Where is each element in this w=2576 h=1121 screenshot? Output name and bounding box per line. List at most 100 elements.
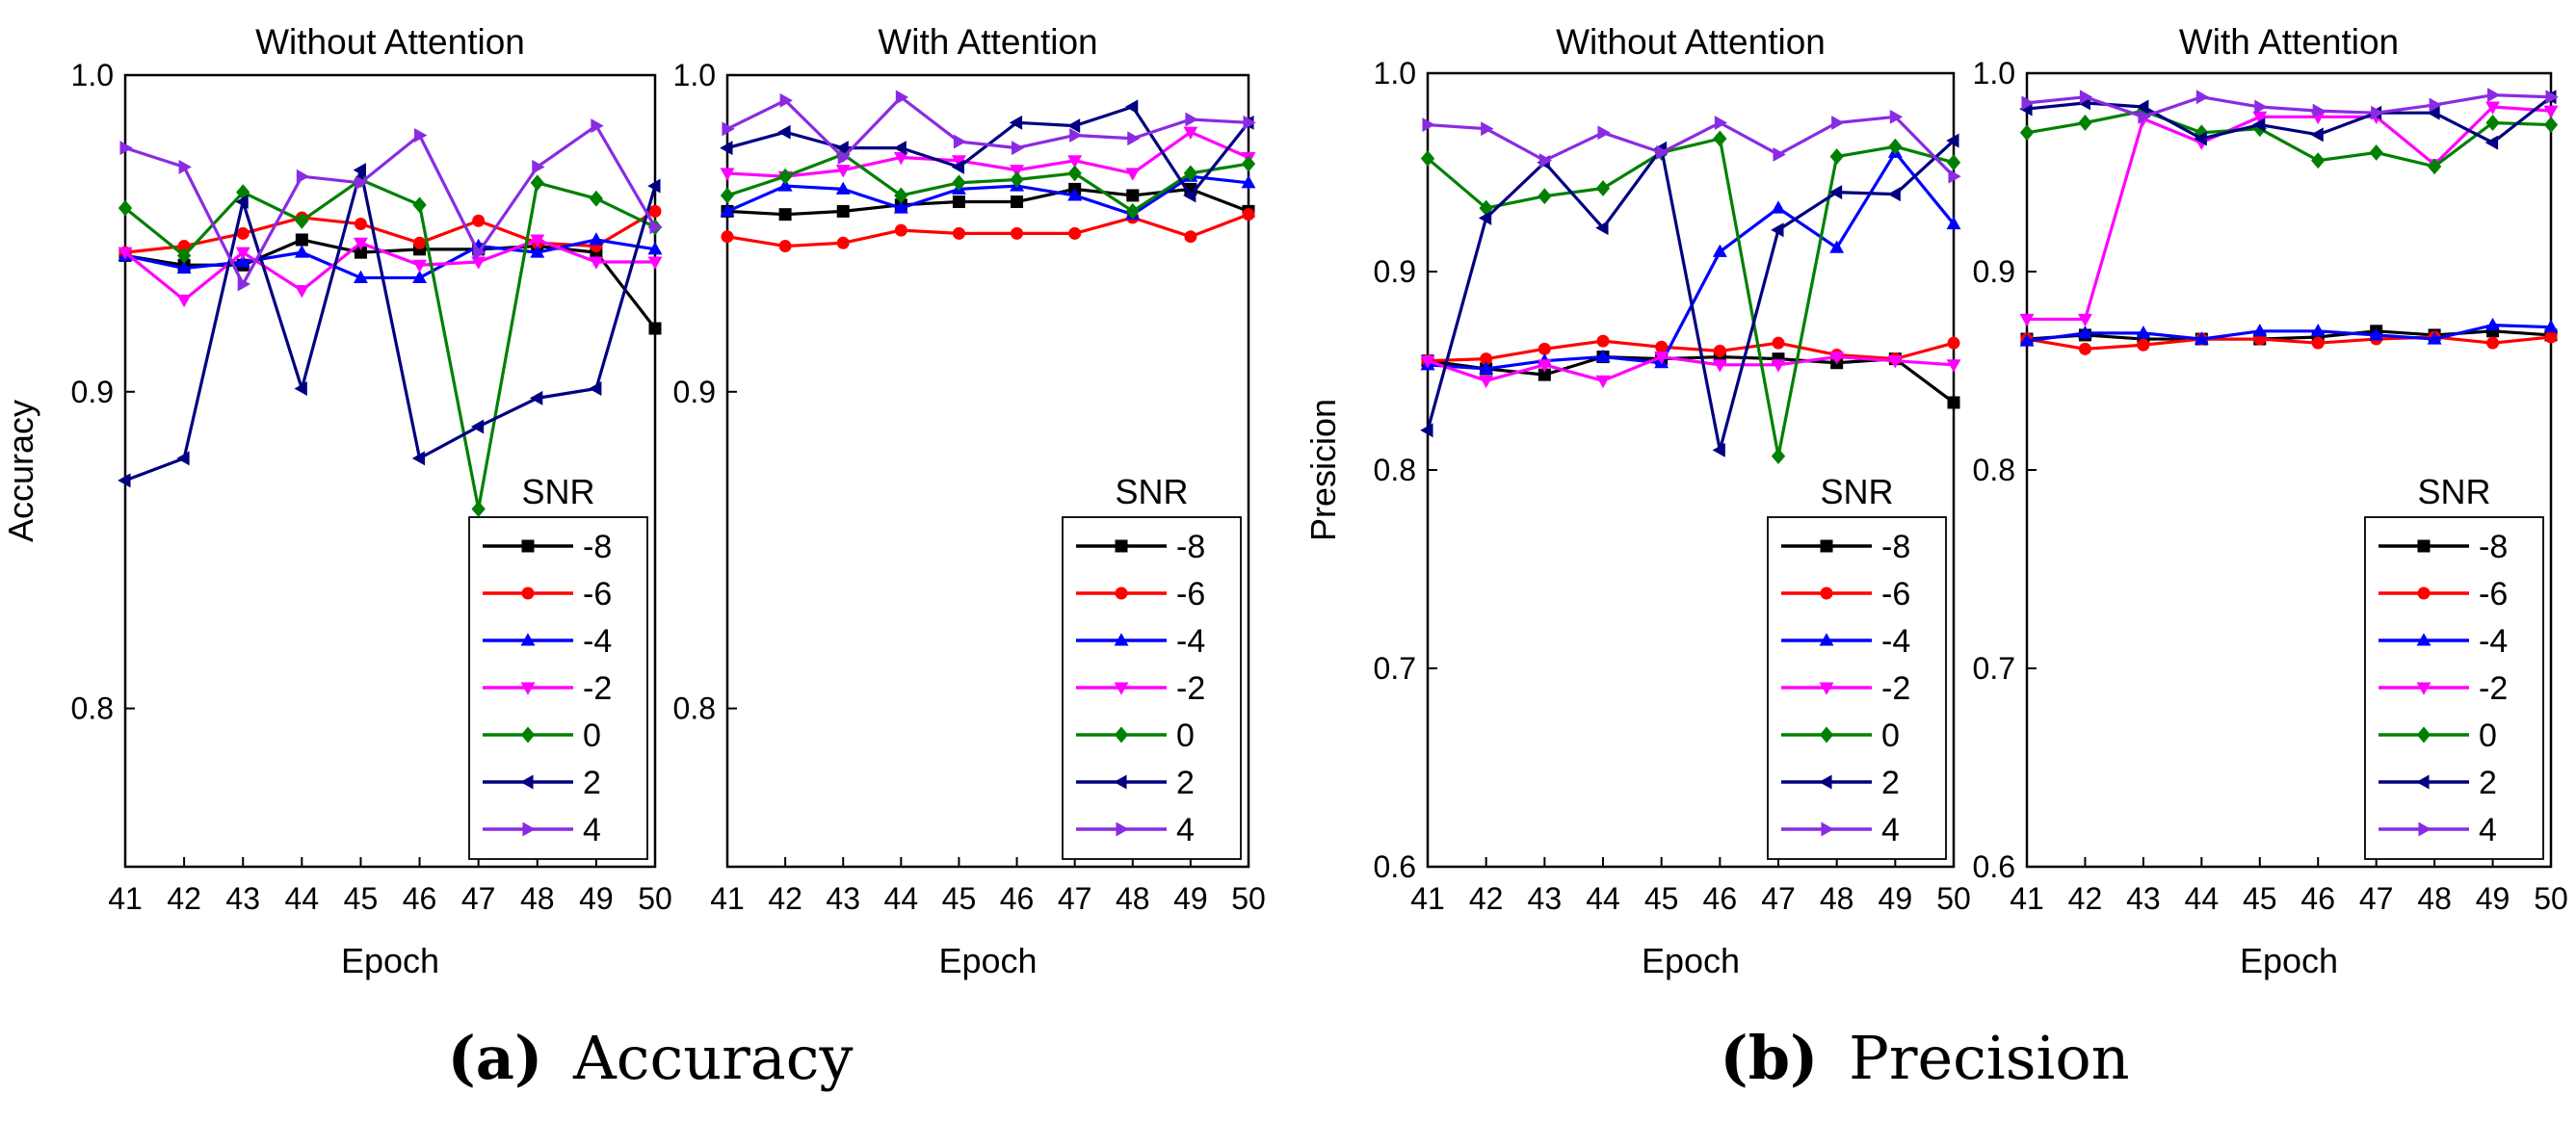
- legend: SNR -8 -6 -4 -2 0 2 4: [2364, 472, 2544, 860]
- x-tick-label: 43: [2126, 881, 2161, 916]
- legend-marker: [1819, 633, 1834, 646]
- legend-marker: [520, 726, 536, 743]
- data-point: [2194, 131, 2207, 146]
- legend-label: 0: [2479, 717, 2497, 754]
- y-axis-label: Presicion: [1303, 399, 1343, 541]
- legend-marker: [2417, 539, 2431, 553]
- legend-label: 0: [583, 717, 601, 754]
- legend-entry-2: 2: [1076, 765, 1195, 801]
- legend-entry--4: -4: [483, 623, 612, 660]
- legend-label: 2: [2479, 765, 2497, 801]
- data-point: [2136, 326, 2151, 339]
- legend-entry-4: 4: [483, 812, 601, 848]
- legend-label: 2: [1881, 765, 1900, 801]
- data-point: [1241, 155, 1256, 172]
- data-point: [530, 174, 544, 192]
- data-point: [1011, 196, 1024, 209]
- caption-b-label: (b): [1720, 1023, 1818, 1093]
- data-point: [1596, 334, 1610, 348]
- legend-marker: [2416, 726, 2431, 743]
- legend-label: -6: [1176, 576, 1205, 613]
- legend: SNR -8 -6 -4 -2 0 2 4: [1767, 472, 1947, 860]
- y-tick-label: 0.7: [1973, 651, 2015, 686]
- data-point: [952, 174, 966, 192]
- legend-label: -8: [2479, 529, 2508, 565]
- x-tick-label: 50: [1936, 881, 1971, 916]
- data-point: [1067, 155, 1083, 169]
- x-tick-label: 49: [2476, 881, 2510, 916]
- data-point: [1480, 352, 1493, 366]
- series-snr--2: [118, 234, 663, 308]
- data-point: [1831, 116, 1845, 130]
- data-point: [1887, 187, 1901, 202]
- data-point: [1948, 169, 1961, 184]
- data-point: [1183, 165, 1198, 182]
- legend-label: -4: [1176, 623, 1205, 660]
- data-point: [1538, 342, 1551, 355]
- x-tick-label: 41: [710, 881, 745, 916]
- data-point: [118, 199, 133, 217]
- legend-entry--6: -6: [483, 576, 612, 613]
- data-point: [1243, 115, 1256, 130]
- data-point: [2252, 324, 2268, 337]
- legend-label: -8: [583, 529, 612, 565]
- legend-marker: [1114, 774, 1127, 790]
- x-tick-label: 50: [638, 881, 672, 916]
- data-point: [1829, 148, 1844, 165]
- series-line: [124, 124, 657, 286]
- series-line: [726, 213, 1249, 248]
- data-point: [894, 187, 908, 204]
- y-tick-label: 0.9: [71, 375, 114, 409]
- series-snr-4: [722, 90, 1256, 165]
- data-point: [2251, 117, 2266, 133]
- data-point: [777, 124, 791, 140]
- x-tick-label: 49: [1879, 881, 1913, 916]
- data-point: [647, 242, 663, 255]
- x-tick-label: 47: [1058, 881, 1092, 916]
- legend-label: -2: [2479, 670, 2508, 707]
- data-point: [530, 234, 545, 248]
- legend-label: -6: [1881, 576, 1910, 613]
- data-point: [2021, 95, 2035, 111]
- data-point: [721, 230, 734, 244]
- data-point: [1597, 125, 1611, 141]
- data-point: [1538, 188, 1552, 205]
- data-point: [1010, 171, 1024, 188]
- data-point: [1125, 202, 1140, 220]
- data-point: [1947, 336, 1960, 350]
- data-point: [1654, 352, 1669, 365]
- legend-entry--6: -6: [1781, 576, 1910, 613]
- legend-label: 0: [1881, 717, 1900, 754]
- x-tick-label: 48: [520, 881, 555, 916]
- y-tick-label: 0.9: [673, 375, 716, 409]
- data-point: [2371, 105, 2384, 120]
- data-point: [2312, 103, 2326, 118]
- series-line: [1427, 354, 1955, 404]
- data-point: [1888, 138, 1903, 155]
- data-point: [1946, 133, 1959, 148]
- data-point: [589, 190, 604, 207]
- data-point: [1012, 141, 1025, 156]
- chart-title: With Attention: [2179, 22, 2399, 62]
- data-point: [294, 381, 307, 396]
- chart-title: With Attention: [878, 22, 1097, 62]
- data-point: [1067, 165, 1082, 182]
- data-point: [836, 236, 850, 249]
- legend-label: -4: [2479, 623, 2508, 660]
- series-snr--6: [1421, 334, 1960, 368]
- data-point: [1241, 174, 1256, 189]
- legend-entry-4: 4: [2379, 812, 2497, 848]
- legend-entry-4: 4: [1076, 812, 1195, 848]
- data-point: [1712, 244, 1727, 257]
- data-point: [176, 260, 192, 274]
- legend-label: -8: [1881, 529, 1910, 565]
- y-tick-label: 1.0: [71, 58, 114, 92]
- legend-entry-0: 0: [2379, 717, 2497, 754]
- data-point: [532, 159, 545, 174]
- data-point: [2138, 109, 2151, 124]
- data-point: [353, 237, 368, 251]
- legend-marker: [520, 633, 536, 646]
- data-point: [295, 233, 308, 247]
- x-tick-label: 50: [1231, 881, 1266, 916]
